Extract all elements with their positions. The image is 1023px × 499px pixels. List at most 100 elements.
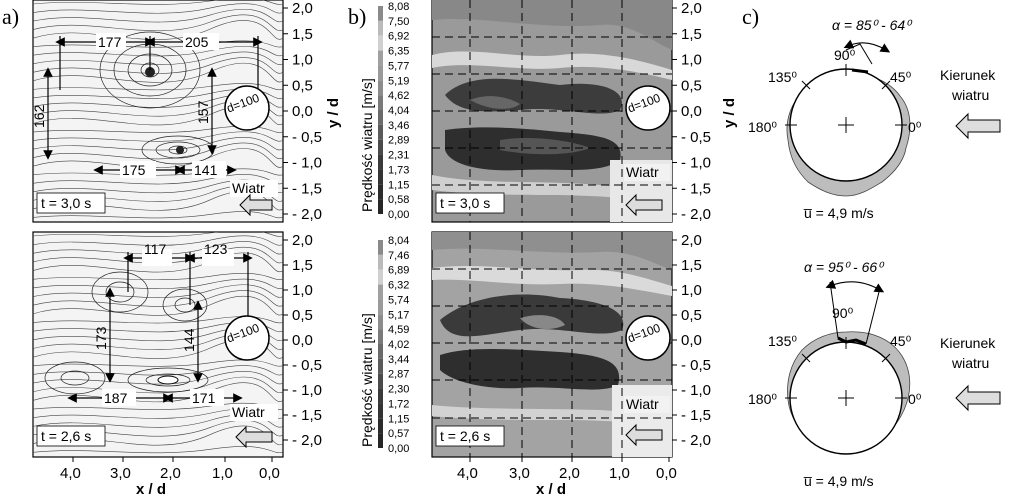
colorbar-value: 0,00 bbox=[388, 443, 409, 455]
streamline-plot-top: 177 205 162 157 175 141 d=100 Wiatr t = … bbox=[31, 0, 284, 223]
angle-45-bottom: 45⁰ bbox=[890, 333, 912, 349]
y-tick-label: 1,0 bbox=[681, 282, 702, 299]
y-tick-label: 1,5 bbox=[292, 26, 313, 43]
wind-direction-bottom-2: wiatru bbox=[951, 355, 989, 371]
y-tick-label: - 1,0 bbox=[292, 382, 322, 399]
colorbar-value: 6,32 bbox=[388, 280, 409, 292]
colorbar-value: 2,30 bbox=[388, 384, 409, 396]
colorbar-value: 1,15 bbox=[388, 413, 409, 425]
y-tick-label: 0,5 bbox=[681, 307, 702, 324]
y-axis-b-top: 2,0 1,5 1,0 0,5 0,0 - 0,5 - 1,0 - 1,5 - 2,0 bbox=[672, 0, 711, 223]
wind-label-bottom-b: Wiatr bbox=[626, 396, 659, 412]
y-tick-label: 0,0 bbox=[292, 332, 313, 349]
colorbar-title-top: Prędkość wiatru [m/s] bbox=[359, 78, 375, 212]
y-tick-label: - 1,0 bbox=[681, 382, 711, 399]
streamline-plot-bottom: 117 123 173 144 187 171 d=100 Wiatr t = … bbox=[32, 231, 284, 458]
colorbar-value: 4,04 bbox=[388, 105, 409, 117]
colorbar-value: 5,17 bbox=[388, 309, 409, 321]
dim-117: 117 bbox=[144, 241, 167, 257]
contour-plot-top: d=100 Wiatr t = 3,0 s bbox=[431, 0, 673, 223]
colorbar-top: 8,08 7,50 6,92 6,35 5,77 5,19 4,62 4,04 3,46 2,89… bbox=[378, 1, 409, 221]
y-axis-a-top: 2,0 1,5 1,0 0,5 0,0 - 0,5 - 1,0 - 1,5 - 2,0 bbox=[283, 0, 322, 223]
y-tick-label: - 0,5 bbox=[292, 357, 322, 374]
y-tick-label: 1,0 bbox=[292, 52, 313, 69]
dim-177: 177 bbox=[98, 34, 122, 50]
x-tick-label: 0,0 bbox=[259, 465, 280, 482]
dim-175: 175 bbox=[122, 162, 146, 178]
x-tick-label: 4,0 bbox=[457, 465, 478, 482]
colorbar-value: 4,59 bbox=[388, 324, 409, 336]
dim-173: 173 bbox=[93, 326, 109, 350]
wind-arrow-bottom bbox=[955, 384, 1001, 412]
y-axis-title-b: y / d bbox=[721, 98, 738, 128]
polar-diagram-bottom: α = 95⁰ - 66⁰ 90⁰ 135⁰ 45⁰ 180⁰ 0⁰ u̅ = … bbox=[748, 259, 1001, 489]
angle-180-bottom: 180⁰ bbox=[748, 391, 777, 407]
colorbar-value: 2,87 bbox=[388, 369, 409, 381]
angle-0-bottom: 0⁰ bbox=[908, 391, 922, 407]
y-tick-label: 2,0 bbox=[292, 232, 313, 249]
y-tick-label: - 1,5 bbox=[681, 407, 711, 424]
dim-123: 123 bbox=[204, 241, 228, 257]
colorbar-value: 6,35 bbox=[388, 46, 409, 58]
colorbar-value: 3,46 bbox=[388, 120, 409, 132]
angle-135-top: 135⁰ bbox=[768, 69, 797, 85]
y-tick-label: 2,0 bbox=[681, 232, 702, 249]
time-label-top-b: t = 3,0 s bbox=[440, 195, 490, 211]
y-tick-label: - 1,5 bbox=[292, 407, 322, 424]
colorbar-value: 2,31 bbox=[388, 150, 409, 162]
colorbar-value: 6,92 bbox=[388, 31, 409, 43]
y-axis-a-bottom: 2,0 1,5 1,0 0,5 0,0 - 0,5 - 1,0 - 1,5 - 2,0 bbox=[283, 232, 322, 449]
colorbar-value: 4,62 bbox=[388, 90, 409, 102]
y-tick-label: 0,5 bbox=[292, 307, 313, 324]
x-tick-label: 1,0 bbox=[212, 465, 233, 482]
time-label-bottom-b: t = 2,6 s bbox=[440, 428, 490, 444]
x-tick-label: 4,0 bbox=[60, 465, 81, 482]
dim-171: 171 bbox=[192, 390, 216, 406]
x-tick-label: 3,0 bbox=[509, 465, 530, 482]
angle-90-bottom: 90⁰ bbox=[832, 305, 854, 321]
panel-letter-b: b) bbox=[348, 4, 366, 29]
y-axis-b-bottom: 2,0 1,5 1,0 0,5 0,0 - 0,5 - 1,0 - 1,5 - 2,0 bbox=[672, 232, 711, 449]
y-axis-title-a: y / d bbox=[325, 98, 342, 128]
panel-letter-c: c) bbox=[742, 4, 759, 29]
alpha-label-bottom: α = 95⁰ - 66⁰ bbox=[804, 259, 885, 275]
dim-187: 187 bbox=[104, 390, 128, 406]
colorbar-value: 4,02 bbox=[388, 339, 409, 351]
angle-90-top: 90⁰ bbox=[834, 47, 856, 63]
angle-180-top: 180⁰ bbox=[748, 119, 777, 135]
mean-speed-top: u̅ = 4,9 m/s bbox=[803, 205, 874, 221]
colorbar-value: 6,89 bbox=[388, 265, 409, 277]
y-tick-label: - 1,5 bbox=[681, 180, 711, 197]
panel-letter-a: a) bbox=[2, 4, 19, 29]
y-tick-label: 1,0 bbox=[681, 52, 702, 69]
x-axis-a: 4,0 3,0 2,0 1,0 0,0 bbox=[60, 457, 280, 482]
y-tick-label: 1,0 bbox=[292, 282, 313, 299]
dim-162: 162 bbox=[31, 104, 47, 128]
y-tick-label: - 2,0 bbox=[681, 432, 711, 449]
y-tick-label: - 1,5 bbox=[292, 180, 322, 197]
wind-direction-top-2: wiatru bbox=[951, 87, 989, 103]
dim-144: 144 bbox=[181, 328, 197, 352]
wind-direction-bottom-1: Kierunek bbox=[940, 335, 996, 351]
angle-0-top: 0⁰ bbox=[908, 119, 922, 135]
x-tick-label: 0,0 bbox=[656, 465, 677, 482]
y-tick-label: 1,5 bbox=[292, 257, 313, 274]
colorbar-title-bottom: Prędkość wiatru [m/s] bbox=[359, 313, 375, 447]
y-tick-label: - 1,0 bbox=[292, 155, 322, 172]
alpha-label-top: α = 85⁰ - 64⁰ bbox=[832, 17, 913, 33]
colorbar-value: 7,46 bbox=[388, 250, 409, 262]
y-tick-label: - 0,5 bbox=[681, 357, 711, 374]
y-tick-label: 0,0 bbox=[681, 332, 702, 349]
wind-label-top-b: Wiatr bbox=[626, 164, 659, 180]
time-label-bottom-a: t = 2,6 s bbox=[41, 428, 91, 444]
x-tick-label: 2,0 bbox=[160, 465, 181, 482]
mean-speed-bottom: u̅ = 4,9 m/s bbox=[803, 473, 874, 489]
colorbar-value: 8,08 bbox=[388, 1, 409, 13]
colorbar-value: 1,73 bbox=[388, 164, 409, 176]
angle-135-bottom: 135⁰ bbox=[768, 333, 797, 349]
x-tick-label: 3,0 bbox=[110, 465, 131, 482]
colorbar-value: 0,57 bbox=[388, 428, 409, 440]
polar-diagram-top: α = 85⁰ - 64⁰ 90⁰ 135⁰ 45⁰ 180⁰ 0⁰ u̅ = … bbox=[748, 17, 1001, 221]
y-tick-label: 1,5 bbox=[681, 26, 702, 43]
colorbar-value: 0,00 bbox=[388, 209, 409, 221]
